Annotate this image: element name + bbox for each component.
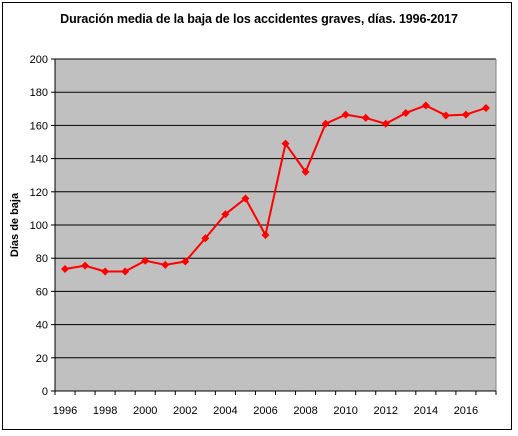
x-tick-label: 2000	[133, 405, 157, 417]
data-point	[81, 261, 90, 270]
chart-title: Duración media de la baja de los acciden…	[60, 12, 458, 26]
x-tick-label: 2008	[293, 405, 317, 417]
data-point	[421, 101, 430, 110]
y-tick-label: 100	[30, 220, 48, 232]
data-point	[341, 110, 350, 119]
x-tick-label: 2002	[173, 405, 197, 417]
data-point	[141, 256, 150, 265]
x-tick-label: 2016	[454, 405, 478, 417]
data-point	[61, 264, 70, 273]
y-tick-label: 60	[36, 286, 48, 298]
y-axis-label: Días de baja	[9, 192, 21, 257]
data-point	[261, 230, 270, 239]
x-tick-label: 2010	[333, 405, 357, 417]
y-tick-label: 180	[30, 87, 48, 99]
y-tick-label: 120	[30, 187, 48, 199]
data-point	[221, 210, 230, 219]
data-point	[361, 113, 370, 122]
data-point	[201, 234, 210, 243]
y-tick-label: 40	[36, 320, 48, 332]
x-tick-label: 2012	[374, 405, 398, 417]
y-tick-label: 20	[36, 353, 48, 365]
data-point	[461, 110, 470, 119]
series-line	[64, 104, 487, 273]
data-point	[381, 119, 390, 128]
y-tick-label: 0	[42, 386, 48, 398]
x-tick-label: 2006	[253, 405, 277, 417]
data-point	[281, 139, 290, 148]
x-tick-label: 2014	[414, 405, 438, 417]
x-tick-label: 2004	[213, 405, 237, 417]
data-point	[321, 119, 330, 128]
x-tick-label: 1996	[53, 405, 77, 417]
data-point	[481, 103, 490, 112]
data-point	[241, 194, 250, 203]
data-point	[301, 167, 310, 176]
data-point	[441, 111, 450, 120]
y-tick-label: 200	[30, 54, 48, 66]
y-tick-label: 160	[30, 120, 48, 132]
data-point	[121, 267, 130, 276]
y-tick-label: 140	[30, 154, 48, 166]
data-point	[101, 267, 110, 276]
data-point	[181, 257, 190, 266]
x-tick-label: 1998	[93, 405, 117, 417]
data-point	[161, 260, 170, 269]
data-point	[401, 108, 410, 117]
y-tick-label: 80	[36, 253, 48, 265]
